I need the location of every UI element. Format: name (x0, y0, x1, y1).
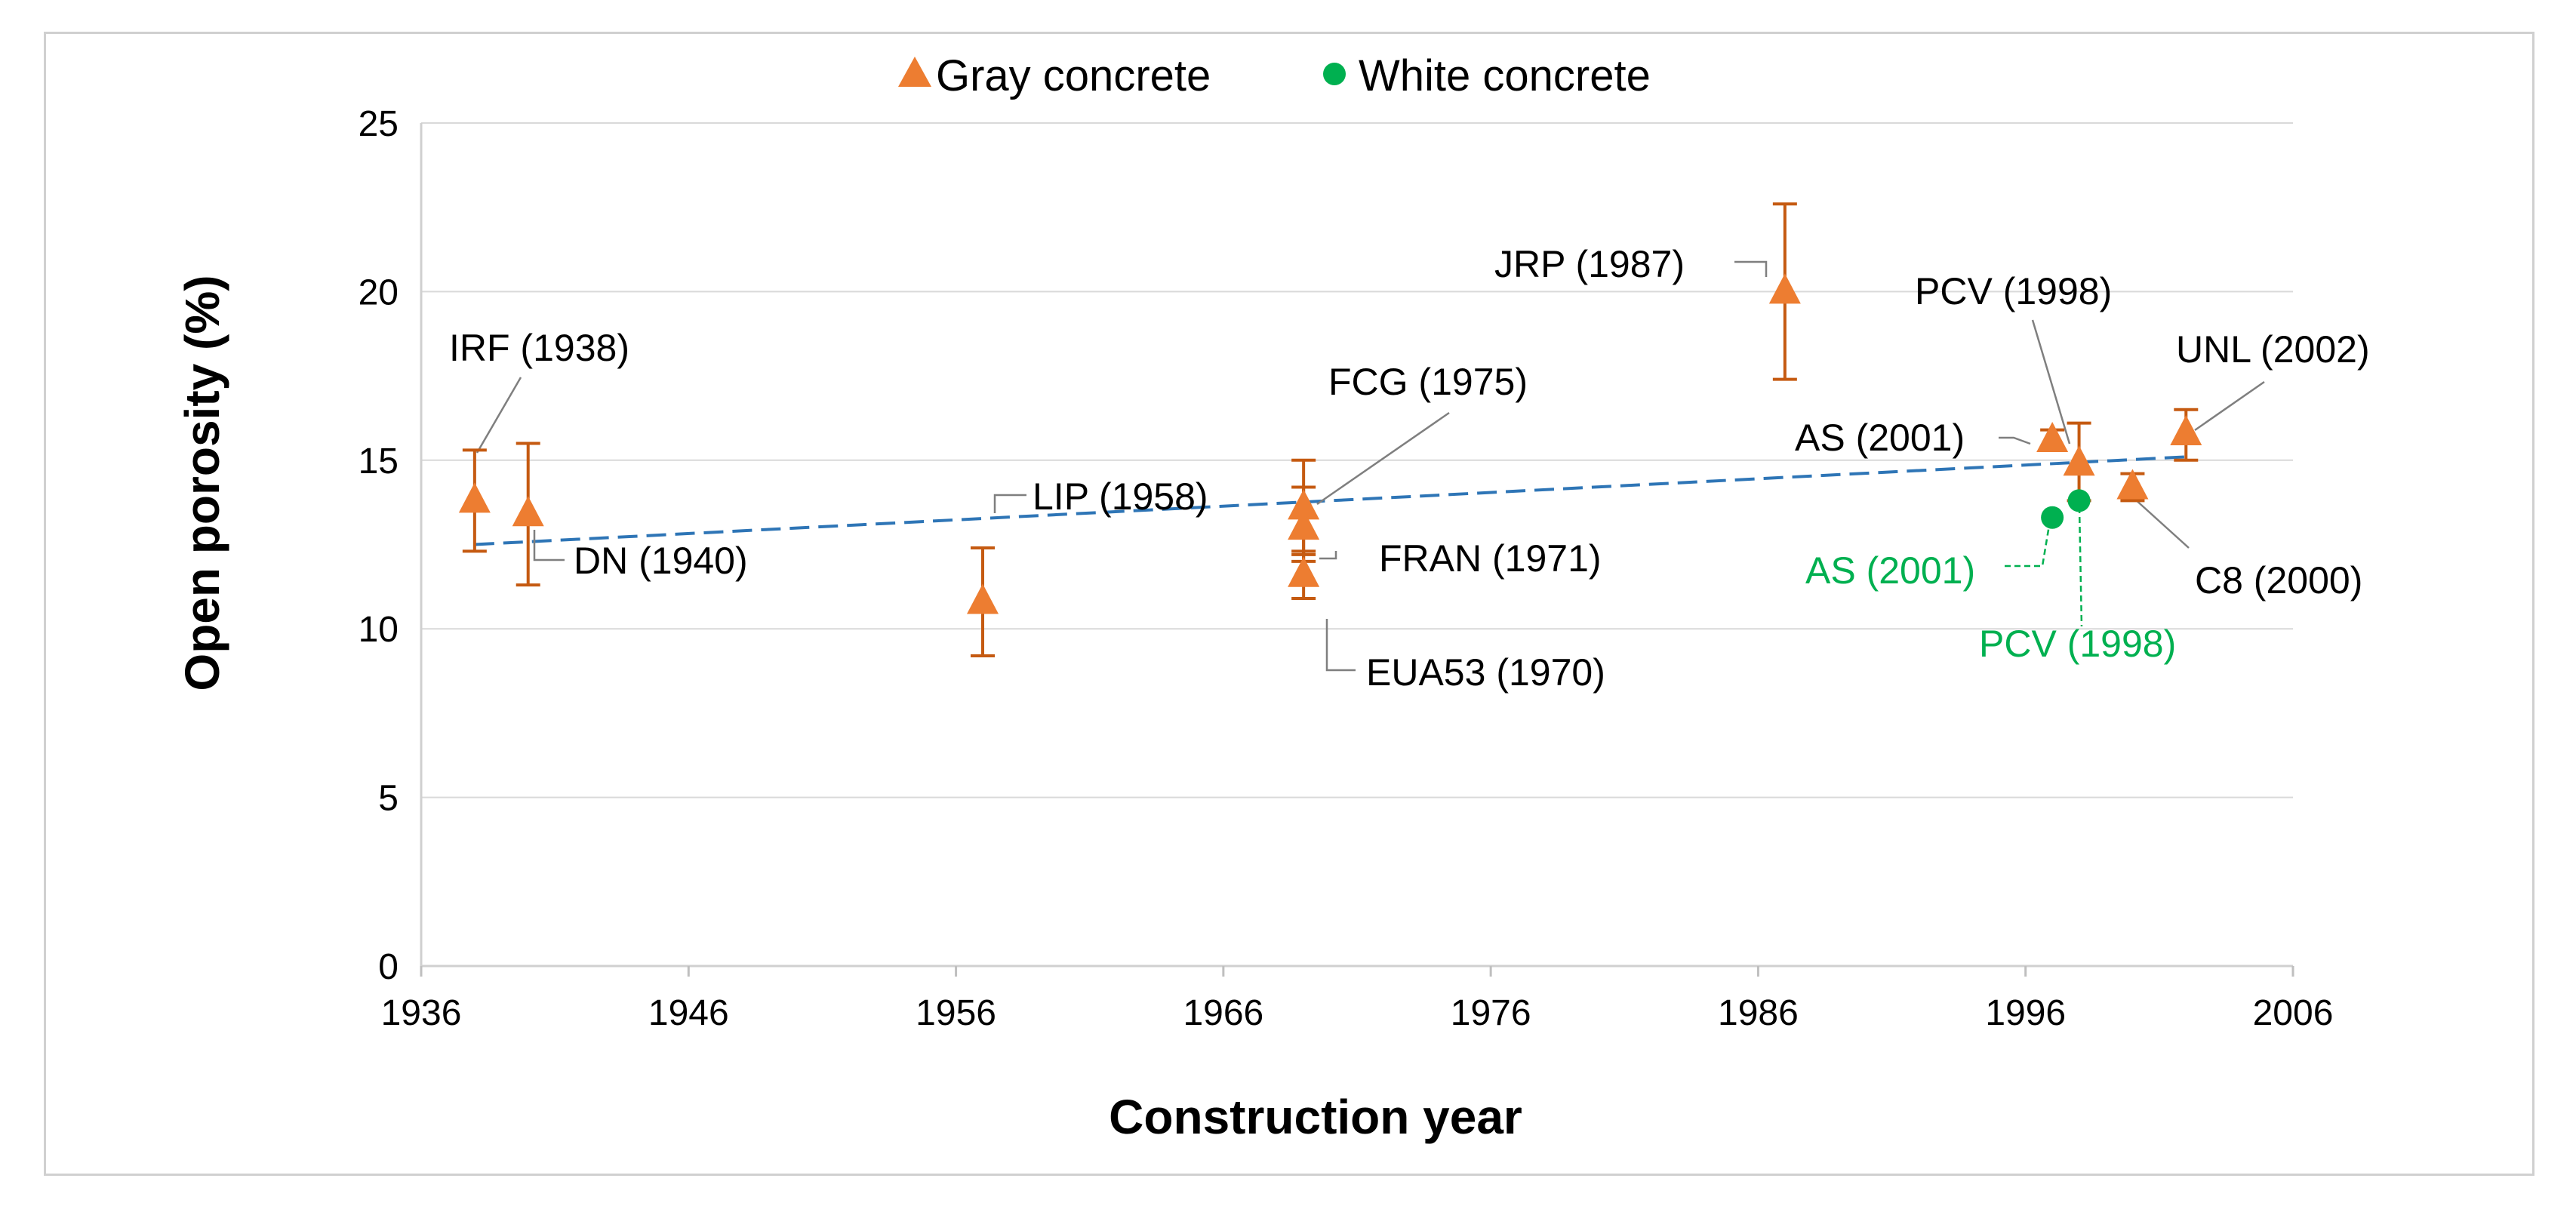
gray-concrete-point (2036, 421, 2069, 452)
x-tick-label: 1966 (1183, 993, 1263, 1033)
gray-point-label: LIP (1958) (1033, 475, 1208, 518)
x-tick-label: 1936 (381, 993, 462, 1033)
leader-line (2194, 380, 2265, 432)
point-labels: IRF (1938) DN (1940) LIP (1958) FCG (1975) F… (449, 243, 2370, 694)
y-tick-label: 15 (359, 441, 399, 481)
x-axis-title: Construction year (1109, 1090, 1522, 1144)
grid (421, 122, 2293, 798)
x-tick-label: 1996 (1985, 993, 2066, 1033)
y-tick-label: 20 (359, 272, 399, 312)
markers (458, 273, 2202, 614)
legend-triangle-icon (898, 57, 931, 87)
gray-point-label: PCV (1998) (1915, 270, 2112, 312)
y-axis-title: Open porosity (%) (175, 275, 229, 691)
gray-concrete-point (1288, 556, 1320, 587)
leader-line (2031, 319, 2071, 445)
trendline-group (474, 455, 2187, 546)
y-tick-label: 25 (359, 104, 399, 144)
gray-point-label: EUA53 (1970) (1366, 651, 1605, 694)
gray-concrete-point (458, 482, 491, 513)
gray-point-label: UNL (2002) (2176, 328, 2370, 371)
gray-point-label: FCG (1975) (1328, 361, 1528, 403)
axes (420, 123, 2293, 968)
gray-concrete-point (1288, 509, 1320, 540)
y-tick-label: 10 (359, 610, 399, 650)
gray-concrete-point (1768, 273, 1801, 304)
y-tick-label: 5 (378, 779, 399, 819)
white-point-label: AS (2001) (1805, 549, 1975, 592)
leader-line-green (2005, 520, 2051, 568)
gray-concrete-point (1288, 489, 1320, 520)
gray-point-label: IRF (1938) (449, 327, 629, 369)
leader-line (1319, 551, 1337, 560)
white-point-label: PCV (1998) (1979, 623, 2176, 665)
gray-point-label: DN (1940) (574, 540, 748, 582)
leader-line (533, 530, 565, 561)
gray-concrete-point (2116, 469, 2149, 500)
gray-concrete-point (2170, 415, 2202, 446)
chart-frame (44, 32, 2534, 1176)
tick-labels: 0 5 10 15 20 25 1936 1946 1956 1966 1976 1986 1996 20… (359, 104, 2334, 1033)
x-tick-label: 1946 (648, 993, 729, 1033)
leader-line (475, 377, 522, 454)
leader-line (1325, 619, 1356, 672)
gray-point-label: C8 (2000) (2195, 559, 2362, 601)
gray-point-label: JRP (1987) (1494, 243, 1685, 285)
x-tick-label: 1976 (1451, 993, 1531, 1033)
y-tick-label: 0 (378, 947, 399, 987)
gray-concrete-point (2063, 445, 2095, 476)
white-concrete-point (2067, 489, 2091, 512)
x-tick-label: 1956 (916, 993, 996, 1033)
x-tick-label: 2006 (2253, 993, 2334, 1033)
leader-line (993, 494, 1026, 513)
leader-line (1999, 436, 2031, 445)
leader-line-green (2078, 506, 2083, 627)
gray-concrete-point (512, 496, 544, 527)
legend-gray-label: Gray concrete (936, 51, 1211, 100)
x-tick-label: 1986 (1718, 993, 1799, 1033)
gray-concrete-point (967, 583, 999, 614)
gray-point-label: FRAN (1971) (1379, 537, 1602, 580)
legend: Gray concrete White concrete (898, 51, 1651, 100)
white-concrete-point (2041, 506, 2064, 529)
leader-line (1316, 411, 1450, 506)
legend-white-label: White concrete (1359, 51, 1651, 100)
leader-line (1734, 260, 1768, 277)
trendline (474, 455, 2187, 546)
gray-point-label: AS (2001) (1795, 417, 1965, 459)
leader-lines (475, 260, 2265, 672)
legend-circle-icon (1323, 63, 1346, 85)
